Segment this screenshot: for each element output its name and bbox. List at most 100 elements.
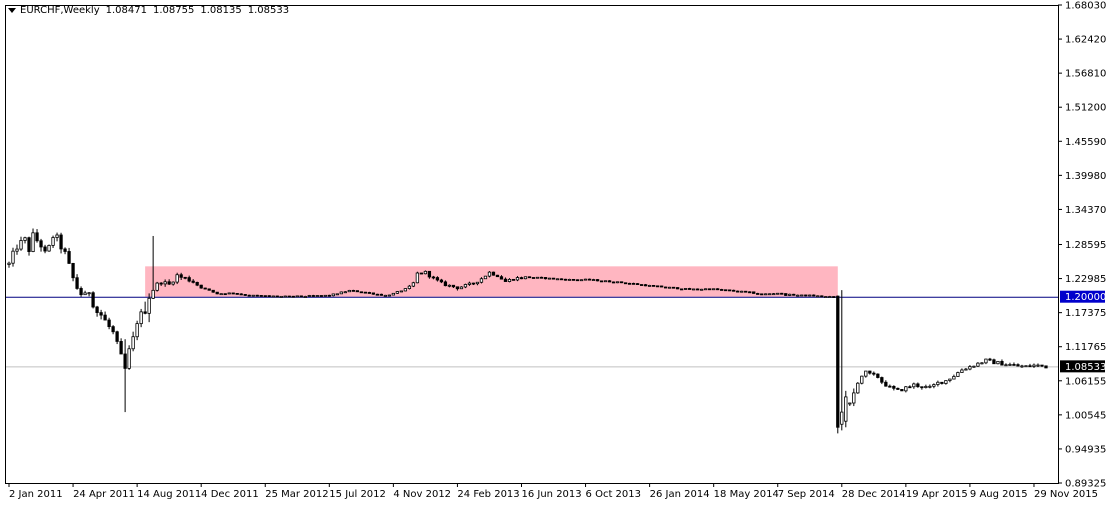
x-tick-label: 26 Jan 2014 xyxy=(650,489,710,500)
candle xyxy=(515,276,520,282)
candle xyxy=(808,294,812,297)
candle xyxy=(768,293,772,296)
candle xyxy=(704,288,708,291)
candle-body xyxy=(651,285,656,287)
candle-body xyxy=(804,294,808,297)
candle-body xyxy=(647,285,652,287)
candle xyxy=(651,284,656,287)
candle-body xyxy=(559,278,564,281)
x-tick-label: 16 Jun 2013 xyxy=(521,489,581,500)
candle xyxy=(351,289,355,292)
candle xyxy=(471,282,476,286)
candle-body xyxy=(63,248,67,252)
candle xyxy=(884,380,888,387)
candle xyxy=(615,281,620,284)
candle-body xyxy=(199,284,203,289)
candle xyxy=(1024,365,1028,368)
candle-body xyxy=(115,331,119,342)
candle xyxy=(828,295,832,298)
candle-body xyxy=(992,359,996,365)
candle-body xyxy=(667,286,672,289)
candle xyxy=(231,292,235,295)
candle-body xyxy=(455,286,460,290)
x-tick-label: 7 Sep 2014 xyxy=(778,489,835,500)
candle-body xyxy=(563,278,568,281)
candle xyxy=(772,292,776,296)
candle-body xyxy=(944,380,948,384)
candle xyxy=(571,278,576,281)
candle-body xyxy=(19,240,23,250)
candle-body xyxy=(79,288,83,296)
candle-body xyxy=(379,293,383,296)
candle xyxy=(459,286,464,290)
candle-body xyxy=(143,311,147,314)
candle xyxy=(251,294,255,297)
candle-body xyxy=(740,290,744,293)
candle-body xyxy=(712,288,716,291)
candle xyxy=(896,387,900,390)
candle xyxy=(579,279,584,282)
candle xyxy=(111,325,115,335)
candle-body xyxy=(531,277,536,279)
candle xyxy=(55,232,59,242)
candle xyxy=(956,371,960,377)
y-tick-label: 1.28595 xyxy=(1065,240,1106,251)
candle xyxy=(932,383,936,389)
candle xyxy=(583,278,588,281)
plot-frame xyxy=(5,5,1059,484)
candle-body xyxy=(680,288,684,291)
candle xyxy=(519,276,524,280)
candle xyxy=(996,360,1000,365)
candle xyxy=(832,296,836,298)
candle-body xyxy=(527,276,532,279)
candle-body xyxy=(595,279,600,282)
candle-body xyxy=(431,276,436,279)
chevron-down-icon[interactable] xyxy=(8,8,16,13)
candle xyxy=(607,280,612,283)
candle xyxy=(864,370,868,378)
candle-body xyxy=(948,378,952,381)
candle xyxy=(219,293,223,296)
candle xyxy=(752,291,756,294)
candle xyxy=(916,382,920,388)
candle xyxy=(347,289,351,293)
x-tick-label: 24 Apr 2011 xyxy=(73,489,135,500)
candle-body xyxy=(71,262,75,279)
candle-body xyxy=(195,281,199,286)
candle-body xyxy=(856,382,860,394)
candle-body xyxy=(127,348,131,369)
candle-body xyxy=(7,262,11,265)
candle xyxy=(163,279,167,287)
x-tick-label: 4 Nov 2012 xyxy=(393,489,451,500)
candle xyxy=(740,290,744,293)
candle xyxy=(539,276,544,279)
candle xyxy=(239,293,243,296)
candle xyxy=(455,286,460,291)
candle xyxy=(451,284,456,289)
candle xyxy=(904,386,908,393)
candle-body xyxy=(796,294,800,297)
candle xyxy=(684,288,688,290)
candle xyxy=(595,279,600,282)
x-tick-label: 2 Jan 2011 xyxy=(9,489,63,500)
candle xyxy=(784,293,788,296)
candle xyxy=(876,373,880,379)
candle-body xyxy=(395,291,400,294)
candle xyxy=(1032,363,1036,368)
candle xyxy=(720,288,724,291)
candle xyxy=(159,282,163,286)
candle-body xyxy=(515,277,520,281)
candle-body xyxy=(283,295,287,298)
candle-body xyxy=(996,360,1000,365)
candle xyxy=(475,281,480,286)
candle-body xyxy=(896,387,900,390)
candle xyxy=(631,282,636,285)
candle xyxy=(599,280,604,283)
candle-body xyxy=(271,295,275,298)
candle xyxy=(391,292,396,296)
candle xyxy=(467,281,472,286)
candle xyxy=(503,277,508,282)
candle xyxy=(788,293,792,297)
candle-body xyxy=(732,289,736,292)
candle-body xyxy=(139,311,143,325)
